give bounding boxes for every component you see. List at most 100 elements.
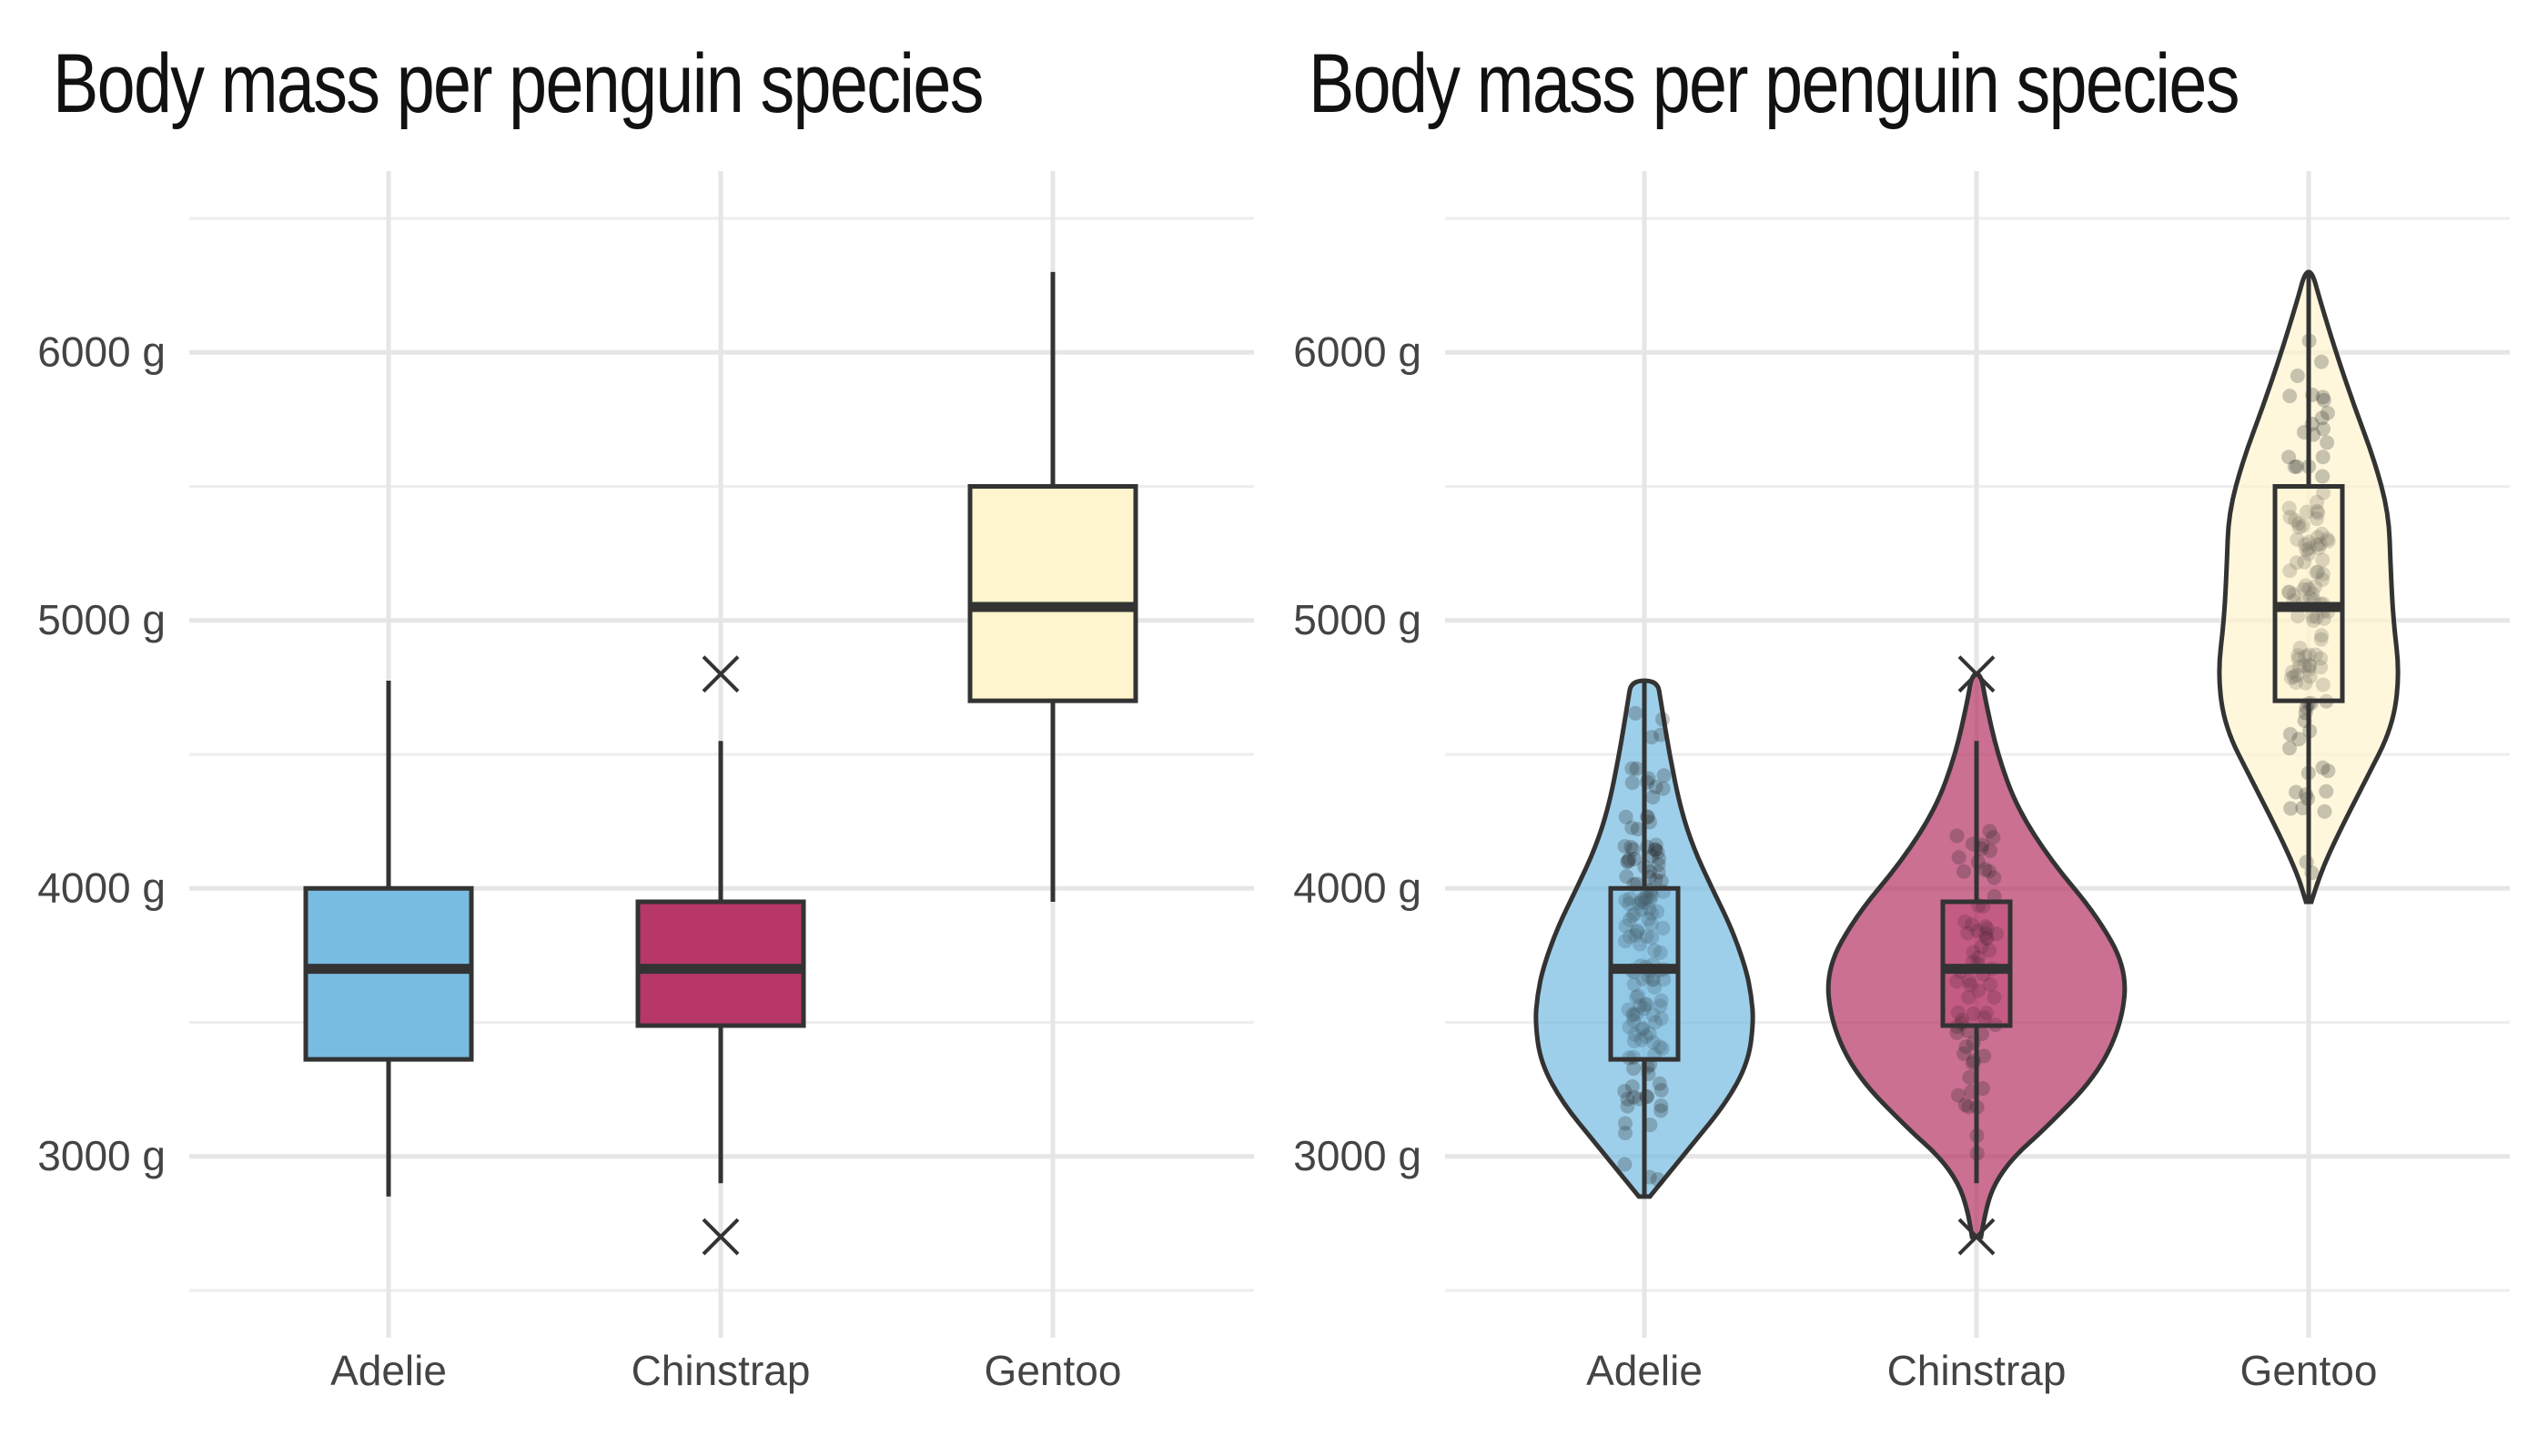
data-point — [1624, 761, 1640, 776]
data-point — [2320, 763, 2336, 779]
data-point — [1975, 837, 1990, 853]
data-point — [1630, 925, 1645, 940]
data-point — [1626, 976, 1642, 992]
data-point — [1631, 895, 1646, 911]
data-point — [1644, 848, 1660, 864]
data-point — [2286, 669, 2301, 684]
data-point — [2281, 500, 2297, 516]
data-point — [1653, 993, 1669, 1008]
data-point — [1630, 923, 1645, 938]
data-point — [2301, 657, 2317, 672]
data-point — [1618, 893, 1633, 908]
data-point — [1961, 990, 1977, 1006]
data-point — [1650, 844, 1665, 860]
boxplot-chart: 3000 g 4000 g 5000 g 6000 g Adelie Chinstrap G… — [37, 171, 1254, 1394]
data-point — [1654, 1041, 1670, 1057]
data-point — [1621, 1002, 1636, 1017]
data-point — [2289, 555, 2304, 571]
data-point — [1633, 892, 1649, 907]
data-point — [2298, 675, 2313, 691]
data-point — [1618, 918, 1633, 934]
data-point — [1620, 1098, 1635, 1114]
data-point — [2291, 520, 2307, 535]
data-point — [2309, 565, 2324, 581]
x-tick-label: Adelie — [1586, 1347, 1703, 1394]
data-point — [2316, 611, 2331, 626]
data-point — [1977, 1048, 1992, 1064]
data-point — [1627, 851, 1643, 866]
data-point — [2310, 537, 2325, 552]
data-point — [1642, 901, 1657, 916]
data-point — [1622, 912, 1637, 927]
data-point — [1617, 839, 1633, 854]
data-point — [2289, 675, 2304, 691]
data-point — [2299, 542, 2314, 558]
data-point — [2290, 667, 2305, 682]
y-tick-label: 3000 g — [1293, 1132, 1421, 1179]
data-point — [1630, 822, 1645, 837]
data-point — [2281, 584, 2297, 600]
data-point — [1648, 842, 1663, 857]
data-point — [1637, 890, 1653, 905]
data-point — [1979, 921, 1995, 936]
data-point — [1628, 705, 1643, 721]
data-point — [1654, 712, 1670, 727]
data-point — [1982, 943, 1997, 958]
data-point — [1621, 854, 1636, 869]
data-point — [1624, 820, 1640, 835]
data-point — [2302, 590, 2318, 605]
data-point — [2320, 405, 2335, 420]
data-point — [1964, 917, 1979, 933]
data-point — [1961, 1099, 1977, 1115]
data-point — [1617, 1157, 1633, 1172]
data-point — [2320, 531, 2335, 547]
data-point — [2310, 505, 2326, 521]
x-tick-label: Gentoo — [985, 1347, 1122, 1394]
data-point — [2290, 609, 2306, 624]
data-point — [1977, 862, 1993, 877]
data-point — [1651, 864, 1666, 880]
data-point — [1644, 888, 1660, 904]
box-adelie — [1608, 681, 1681, 1197]
outlier-stroke — [702, 1218, 740, 1256]
data-point — [2305, 586, 2320, 602]
data-point — [1653, 874, 1669, 889]
y-tick-label: 4000 g — [1293, 864, 1421, 911]
data-point — [2316, 421, 2331, 437]
data-point — [1655, 920, 1671, 935]
data-point — [1982, 824, 1997, 839]
data-point — [1624, 1078, 1640, 1094]
data-point — [2302, 659, 2318, 674]
data-point — [1635, 1022, 1651, 1037]
y-tick-label: 5000 g — [1293, 596, 1421, 643]
data-point — [2310, 494, 2325, 510]
data-point — [2315, 450, 2331, 465]
box-iqr — [635, 899, 806, 1028]
data-point — [1633, 936, 1648, 952]
data-point — [1622, 1019, 1637, 1035]
data-point — [2310, 503, 2325, 519]
data-point — [2283, 670, 2299, 685]
data-point — [2314, 354, 2330, 369]
data-point — [1970, 950, 1986, 966]
data-point — [1641, 912, 1656, 927]
data-point — [1655, 781, 1671, 796]
data-point — [2297, 658, 2312, 673]
data-point — [1626, 1089, 1642, 1105]
data-point — [2281, 584, 2297, 600]
data-point — [1987, 989, 2002, 1005]
data-point — [2286, 587, 2301, 602]
data-point — [2290, 459, 2305, 474]
data-point — [2290, 516, 2306, 531]
data-point — [1645, 1007, 1661, 1023]
data-point — [1635, 1020, 1651, 1036]
data-point — [2315, 552, 2331, 568]
data-point — [2290, 652, 2306, 667]
data-point — [1622, 929, 1637, 945]
data-point — [1618, 1126, 1633, 1141]
data-point — [1625, 1007, 1641, 1023]
data-point — [1637, 895, 1653, 910]
data-point — [2312, 536, 2328, 551]
data-point — [1647, 943, 1663, 958]
data-point — [1628, 927, 1643, 943]
